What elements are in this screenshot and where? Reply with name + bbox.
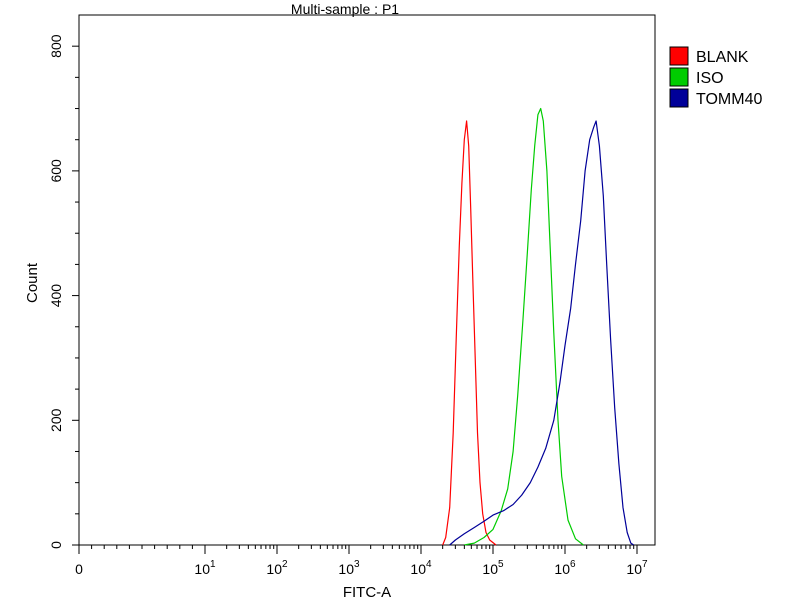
x-axis-title: FITC-A bbox=[343, 584, 391, 600]
y-tick-label: 800 bbox=[48, 34, 64, 58]
plot-frame bbox=[79, 15, 655, 545]
y-tick-label: 600 bbox=[48, 159, 64, 183]
y-tick-label: 200 bbox=[48, 408, 64, 432]
x-tick-label: 0 bbox=[75, 561, 83, 577]
y-axis-title: Count bbox=[24, 262, 41, 303]
series-line-tomm40 bbox=[450, 121, 634, 545]
legend: BLANK ISO TOMM40 bbox=[670, 47, 762, 108]
legend-swatch-tomm40 bbox=[670, 89, 688, 107]
legend-swatch-blank bbox=[670, 47, 688, 65]
x-tick-label: 106 bbox=[554, 559, 576, 577]
x-tick-label: 107 bbox=[626, 559, 648, 577]
x-tick-label: 101 bbox=[194, 559, 216, 577]
series-line-iso bbox=[464, 109, 583, 546]
y-tick-label: 400 bbox=[48, 284, 64, 308]
x-tick-label: 104 bbox=[410, 559, 432, 577]
y-tick-label: 0 bbox=[48, 541, 64, 549]
x-tick-label: 103 bbox=[338, 559, 360, 577]
legend-label-iso: ISO bbox=[696, 70, 724, 87]
legend-label-tomm40: TOMM40 bbox=[696, 91, 762, 108]
x-tick-label: 105 bbox=[482, 559, 504, 577]
y-axis: 0 200 400 600 800 bbox=[48, 34, 79, 549]
plot-area bbox=[443, 109, 634, 546]
x-axis: 0 101 102 103 104 105 106 107 bbox=[75, 545, 648, 577]
series-line-blank bbox=[443, 121, 496, 545]
legend-label-blank: BLANK bbox=[696, 49, 749, 66]
x-tick-label: 102 bbox=[266, 559, 288, 577]
legend-swatch-iso bbox=[670, 68, 688, 86]
